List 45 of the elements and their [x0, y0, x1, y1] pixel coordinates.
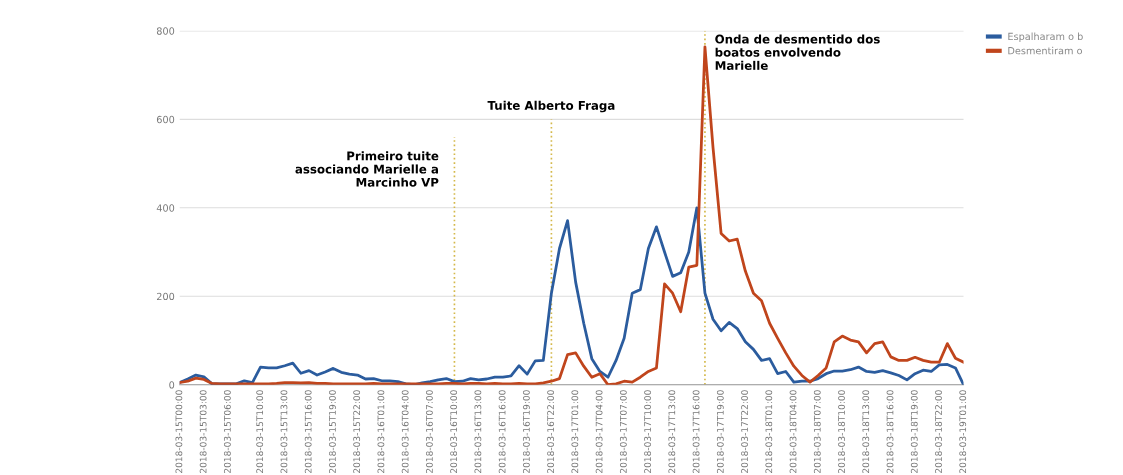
- x-tick-label: 2018-03-18T16:00: [886, 390, 894, 473]
- x-tick-label: 2018-03-15T16:00: [304, 390, 312, 473]
- x-tick-label: 2018-03-18T01:00: [765, 390, 773, 473]
- x-tick-label: 2018-03-16T13:00: [474, 390, 482, 473]
- line-series: [179, 206, 964, 385]
- ref-line-label: Onda de desmentido dos boatos envolvendo Marielle: [715, 34, 880, 70]
- x-tick-label: 2018-03-16T22:00: [547, 390, 555, 473]
- legend-label: Espalharam o b: [1008, 32, 1083, 42]
- x-tick-label: 2018-03-18T07:00: [813, 390, 821, 473]
- x-tick-label: 2018-03-15T13:00: [280, 390, 288, 473]
- legend-label: Desmentiram o: [1008, 46, 1082, 55]
- x-tick-label: 2018-03-19T01:00: [959, 390, 967, 473]
- y-tick-label: 400: [156, 204, 175, 212]
- line-series: [179, 45, 964, 385]
- ref-line-label: Tuite Alberto Fraga: [487, 100, 615, 113]
- x-tick-label: 2018-03-17T07:00: [619, 390, 627, 473]
- x-tick-label: 2018-03-15T22:00: [353, 390, 361, 473]
- ref-line-label: Primeiro tuite associando Marielle a Marcinho VP: [295, 151, 439, 187]
- x-tick-label: 2018-03-15T03:00: [199, 390, 207, 473]
- x-tick-label: 2018-03-16T01:00: [377, 390, 385, 473]
- x-tick-label: 2018-03-15T06:00: [223, 390, 231, 473]
- x-tick-label: 2018-03-18T22:00: [935, 390, 942, 473]
- x-tick-label: 2018-03-15T19:00: [329, 390, 336, 473]
- x-tick-label: 2018-03-18T13:00: [862, 390, 870, 473]
- x-tick-label: 2018-03-18T19:00: [910, 390, 918, 473]
- x-tick-label: 2018-03-15T10:00: [256, 390, 264, 473]
- y-tick-label: 0: [169, 381, 175, 389]
- y-tick-label: 200: [156, 292, 175, 301]
- x-tick-label: 2018-03-17T01:00: [571, 390, 579, 473]
- x-tick-label: 2018-03-16T07:00: [425, 390, 433, 473]
- x-tick-label: 2018-03-15T00:00: [175, 390, 183, 473]
- x-tick-label: 2018-03-17T13:00: [668, 390, 676, 473]
- y-tick-label: 600: [156, 115, 175, 124]
- x-tick-label: 2018-03-17T19:00: [716, 390, 724, 473]
- x-tick-label: 2018-03-16T10:00: [450, 390, 458, 473]
- x-tick-label: 2018-03-17T04:00: [595, 390, 603, 473]
- x-tick-label: 2018-03-17T16:00: [692, 390, 700, 473]
- x-tick-label: 2018-03-17T22:00: [741, 390, 748, 473]
- x-tick-label: 2018-03-16T19:00: [522, 390, 530, 473]
- x-tick-label: 2018-03-18T10:00: [838, 390, 845, 473]
- y-tick-label: 800: [156, 27, 175, 35]
- x-tick-label: 2018-03-17T10:00: [644, 390, 651, 473]
- x-tick-label: 2018-03-18T04:00: [789, 390, 797, 473]
- x-tick-label: 2018-03-16T04:00: [401, 390, 409, 473]
- x-tick-label: 2018-03-16T16:00: [498, 390, 506, 473]
